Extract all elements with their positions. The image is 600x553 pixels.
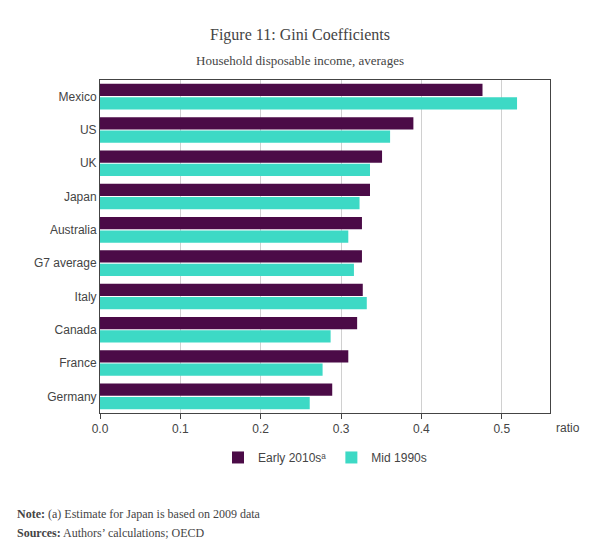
svg-text:Italy: Italy [75,290,97,304]
svg-text:0.2: 0.2 [252,422,269,436]
svg-text:Early 2010sᵃ: Early 2010sᵃ [258,451,326,465]
svg-text:Sources: Authors’ calculations: Sources: Authors’ calculations; OECD [17,526,205,540]
svg-text:France: France [59,356,97,370]
svg-text:Japan: Japan [64,190,97,204]
svg-text:ratio: ratio [556,421,580,435]
svg-text:Australia: Australia [50,223,97,237]
svg-text:Note: (a) Estimate for Japan i: Note: (a) Estimate for Japan is based on… [17,507,261,521]
svg-text:Germany: Germany [47,390,96,404]
svg-text:0.4: 0.4 [413,422,430,436]
svg-text:0.3: 0.3 [333,422,350,436]
svg-text:US: US [80,123,97,137]
svg-text:G7 average: G7 average [34,256,97,270]
svg-text:0.1: 0.1 [172,422,189,436]
svg-text:UK: UK [80,156,97,170]
svg-text:0.0: 0.0 [92,422,109,436]
svg-text:Canada: Canada [55,323,97,337]
svg-text:Household disposable income, a: Household disposable income, averages [196,53,404,68]
svg-text:0.5: 0.5 [493,422,510,436]
svg-text:Mid 1990s: Mid 1990s [371,451,426,465]
svg-text:Figure 11: Gini Coefficients: Figure 11: Gini Coefficients [210,26,390,44]
svg-text:Mexico: Mexico [59,90,97,104]
